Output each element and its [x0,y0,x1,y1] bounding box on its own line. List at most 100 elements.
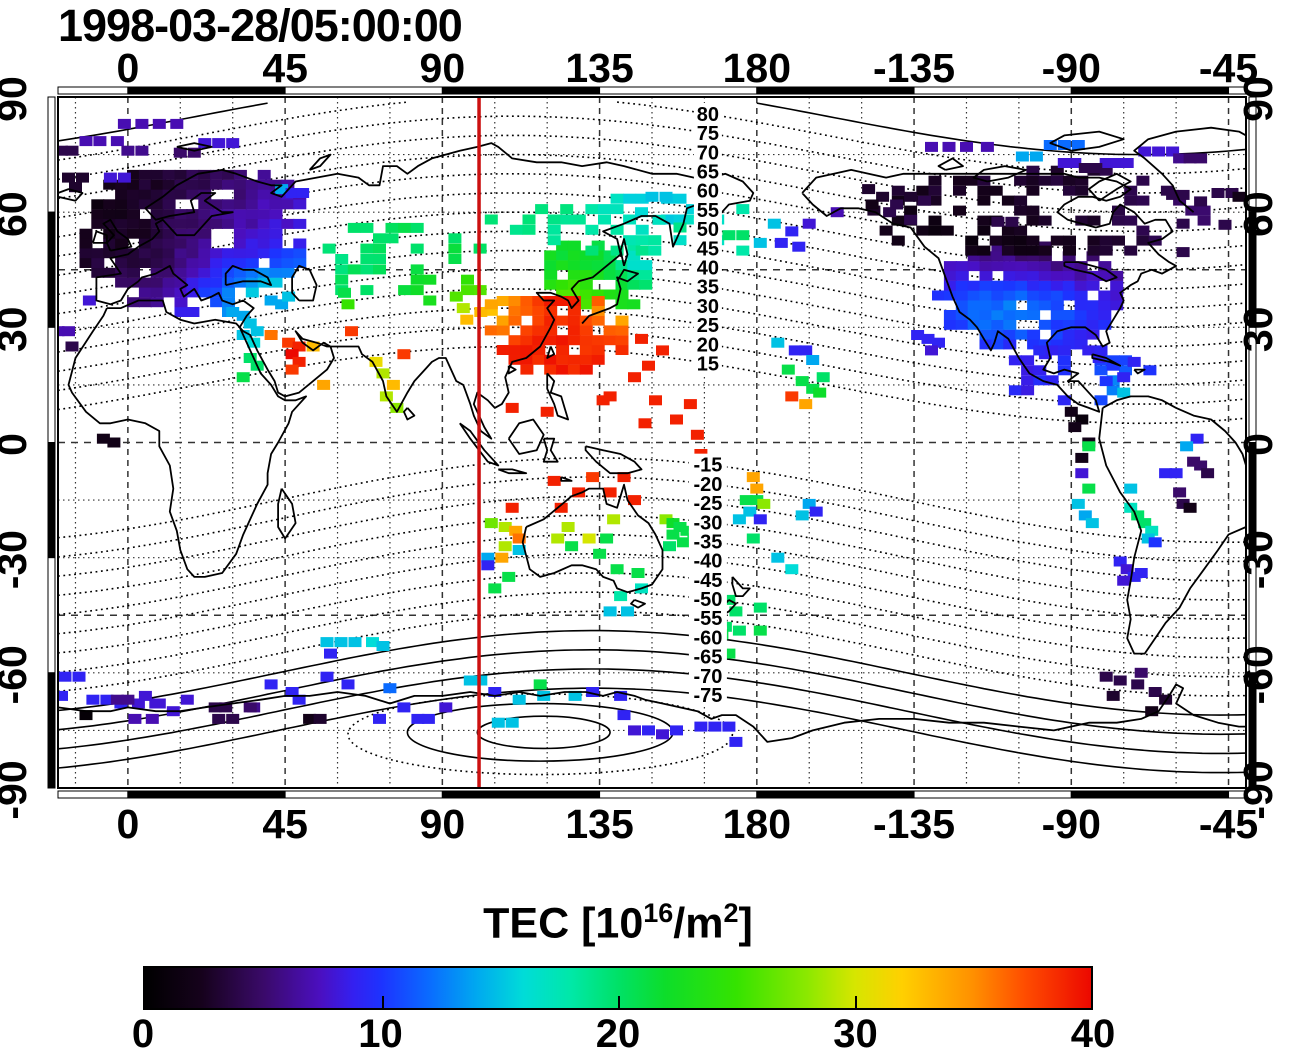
tec-cell [1062,290,1076,301]
tec-cell [180,694,194,705]
tec-cell [397,702,411,713]
coastline [1133,368,1146,375]
contour-label-halo [688,453,727,476]
tec-cell [150,238,164,249]
tec-cell [1074,339,1088,350]
tec-cell [360,254,374,264]
tec-cell [162,169,176,180]
tec-cell [1038,270,1052,281]
tec-cell [967,290,981,301]
tec-cell [150,258,164,268]
tec-cell [269,209,283,220]
tec-cell [257,179,271,190]
tec-cell [1143,365,1157,376]
tec-cell [623,193,637,204]
tec-cell [1001,245,1015,256]
tec-cell [816,372,830,383]
tec-cell [1098,300,1112,311]
tec-cell [544,335,558,346]
tec-cell [282,337,296,348]
tec-cell [867,205,881,216]
tec-cell [991,251,1005,262]
tec-cell [110,136,124,147]
tec-cell [1119,355,1132,366]
tec-cell [806,355,820,365]
tec-cell [174,169,188,180]
tec-cell [991,280,1005,291]
tec-cell [567,315,581,326]
tec-cell [186,209,200,220]
maglat-contour-south [58,514,1246,601]
tec-cell [1068,422,1082,433]
contour-label-halo [693,275,722,298]
coastline [291,265,318,302]
contour-label-halo [688,492,727,515]
contour-label-halo [693,237,722,260]
tec-cell [520,364,534,375]
maglat-contour-north [58,115,1246,194]
tec-cell [1014,195,1028,206]
lat-tick-label-left: 0 [0,433,35,456]
tec-cell [162,189,176,200]
tec-cell [170,118,184,129]
tec-cell [103,248,117,259]
maglat-contour-label: 60 [697,181,719,203]
tec-cell [1082,483,1096,494]
tec-cell [174,238,188,249]
tec-cell [1086,310,1100,320]
maglat-contour-label: -65 [693,647,722,669]
tec-cell [324,648,337,659]
tec-cell [603,391,617,402]
tec-cell [410,274,424,285]
tec-cell [666,529,680,540]
tec-cell [1003,261,1017,272]
tec-cell [1131,510,1145,521]
tec-cell [1086,319,1100,330]
tec-cell [82,295,96,306]
tec-cell [732,625,746,636]
tec-cell [891,215,905,226]
tec-cell [481,560,495,571]
tec-cell [656,729,669,740]
tec-cell [210,248,224,259]
tec-cell [174,258,188,268]
tec-cell [1026,215,1040,226]
tec-cell [58,145,68,156]
tec-cell [1145,525,1159,536]
tec-cell [746,533,760,544]
tec-cell [532,345,546,355]
coastline [403,407,416,421]
tec-cell [1086,300,1100,311]
tec-cell [673,222,687,233]
tec-cell [1057,345,1071,356]
tec-cell [1119,365,1132,376]
tec-cell [1194,460,1208,471]
tec-cell [603,260,617,271]
tec-cell [369,356,383,367]
tec-cell [615,260,629,271]
tec-cell [603,269,617,280]
tec-cell [366,637,379,648]
tec-cell [547,235,561,246]
tec-cell [1001,195,1015,206]
tec-cell [980,141,994,152]
tec-cell [115,218,129,229]
tec-cell [603,250,617,261]
tec-cell [556,250,570,261]
tec-cell [567,240,581,251]
tec-cell [320,637,334,648]
tec-cell [1015,310,1029,320]
tec-cell [1099,235,1113,246]
tec-cell [222,218,235,229]
tec-cell [1003,280,1017,291]
tec-cell [943,310,957,320]
tec-cell [360,222,374,233]
tec-cell [690,429,704,440]
contour-label-halo [688,607,727,630]
tec-cell [1063,235,1076,246]
tec-cell [591,354,605,365]
lon-tick-label-bottom: 180 [723,801,791,847]
tec-cell [103,172,117,183]
tec-cell [1062,280,1076,291]
tec-data-layer [58,118,1246,747]
